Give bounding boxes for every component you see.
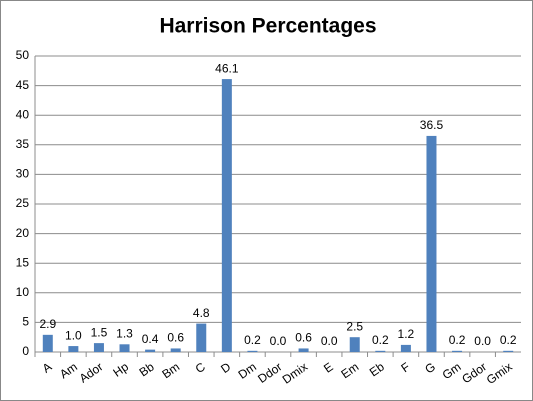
chart-title: Harrison Percentages <box>159 15 376 38</box>
bar <box>503 350 514 352</box>
data-label: 1.2 <box>398 327 415 341</box>
y-tick-label: 25 <box>16 196 30 210</box>
y-tick-label: 40 <box>16 107 30 121</box>
data-label: 4.8 <box>193 306 210 320</box>
y-tick-label: 30 <box>16 167 30 181</box>
bar <box>42 334 53 352</box>
bar <box>170 348 181 352</box>
data-label: 0.2 <box>500 333 517 347</box>
data-label: 1.5 <box>91 325 108 339</box>
y-tick-label: 35 <box>16 137 30 151</box>
bar <box>400 344 411 352</box>
y-tick-label: 50 <box>16 48 30 62</box>
bar <box>247 350 258 352</box>
data-label: 0.0 <box>321 334 338 348</box>
data-label: 2.9 <box>39 317 56 331</box>
bar <box>375 350 386 352</box>
bar <box>452 350 463 352</box>
bar <box>93 343 104 352</box>
y-tick-label: 5 <box>22 315 29 329</box>
data-label: 0.6 <box>295 331 312 345</box>
data-label: 0.2 <box>449 333 466 347</box>
data-label: 36.5 <box>420 118 444 132</box>
data-label: 0.0 <box>474 334 491 348</box>
bar <box>426 135 437 352</box>
bar <box>349 337 360 352</box>
data-label: 1.0 <box>65 328 82 342</box>
bar <box>196 323 207 352</box>
data-label: 0.2 <box>372 333 389 347</box>
data-label: 0.6 <box>167 331 184 345</box>
y-tick-label: 0 <box>22 344 29 358</box>
y-tick-label: 45 <box>16 78 30 92</box>
y-tick-label: 10 <box>16 285 30 299</box>
data-label: 0.0 <box>270 334 287 348</box>
bar <box>298 348 309 352</box>
y-tick-label: 15 <box>16 255 30 269</box>
bar <box>119 344 130 352</box>
data-label: 0.2 <box>244 333 261 347</box>
bar <box>221 79 232 352</box>
data-label: 46.1 <box>215 61 239 75</box>
y-tick-label: 20 <box>16 226 30 240</box>
data-label: 1.3 <box>116 326 133 340</box>
data-label: 0.4 <box>142 332 159 346</box>
bar <box>145 349 156 352</box>
bar <box>68 346 79 352</box>
data-label: 2.5 <box>346 319 363 333</box>
